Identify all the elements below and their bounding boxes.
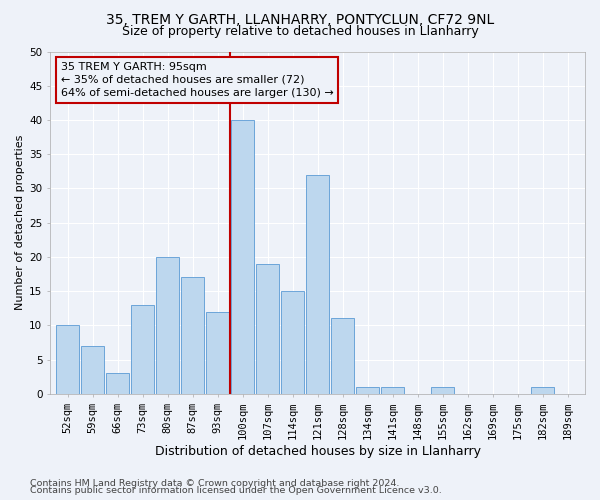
Bar [231,120,254,394]
Y-axis label: Number of detached properties: Number of detached properties [15,135,25,310]
Text: Contains public sector information licensed under the Open Government Licence v3: Contains public sector information licen… [30,486,442,495]
Bar [431,387,454,394]
Bar [331,318,354,394]
Text: Contains HM Land Registry data © Crown copyright and database right 2024.: Contains HM Land Registry data © Crown c… [30,478,400,488]
Bar [156,257,179,394]
Bar [106,374,129,394]
Text: 35 TREM Y GARTH: 95sqm
← 35% of detached houses are smaller (72)
64% of semi-det: 35 TREM Y GARTH: 95sqm ← 35% of detached… [61,62,334,98]
Bar [131,305,154,394]
Bar [82,346,104,394]
Bar [206,312,229,394]
Bar [181,278,204,394]
Bar [381,387,404,394]
Text: Size of property relative to detached houses in Llanharry: Size of property relative to detached ho… [122,25,478,38]
Bar [256,264,279,394]
Bar [56,326,79,394]
Bar [356,387,379,394]
Bar [531,387,554,394]
Bar [281,291,304,394]
X-axis label: Distribution of detached houses by size in Llanharry: Distribution of detached houses by size … [155,444,481,458]
Bar [306,174,329,394]
Text: 35, TREM Y GARTH, LLANHARRY, PONTYCLUN, CF72 9NL: 35, TREM Y GARTH, LLANHARRY, PONTYCLUN, … [106,12,494,26]
